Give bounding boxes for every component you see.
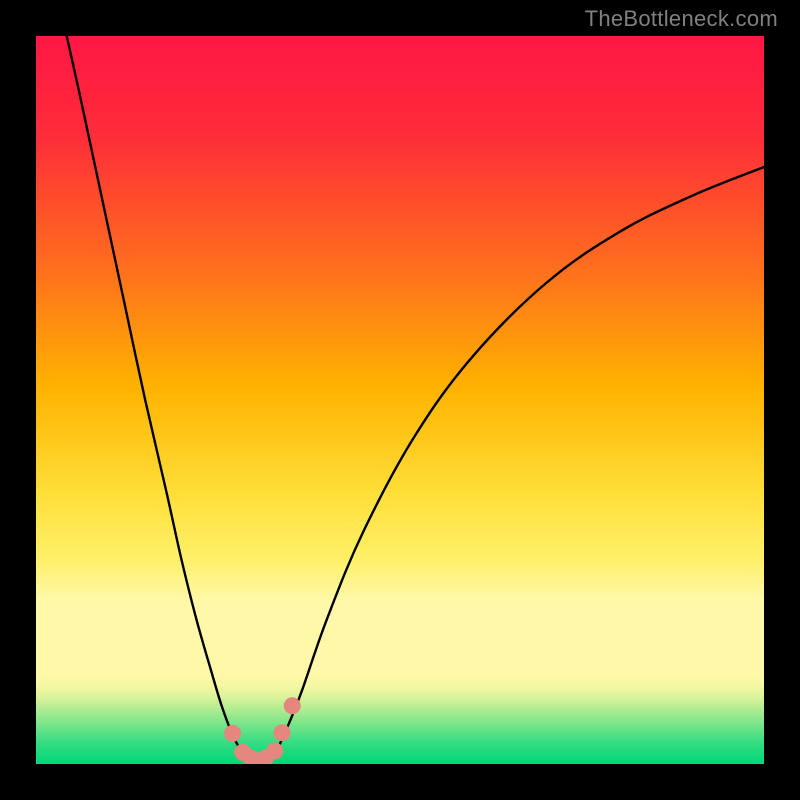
marker-point (266, 742, 283, 759)
marker-point (224, 725, 241, 742)
plot-svg (0, 0, 800, 800)
marker-point (284, 697, 301, 714)
watermark-text: TheBottleneck.com (585, 6, 778, 32)
marker-point (274, 724, 291, 741)
curve-markers (224, 697, 301, 766)
bottleneck-curve (65, 29, 764, 761)
